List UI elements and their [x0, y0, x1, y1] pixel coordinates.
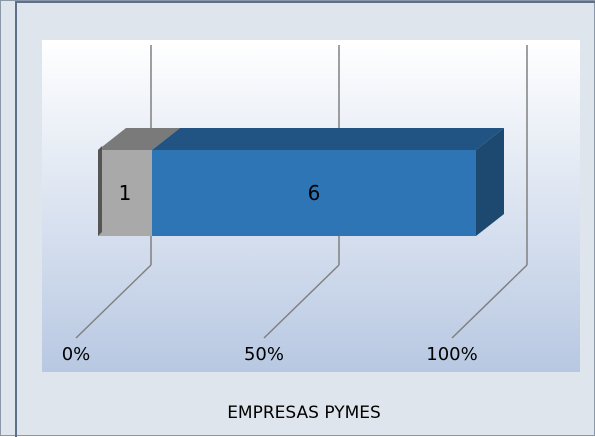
bar-edge-shadow — [98, 146, 102, 236]
bar-front-face — [152, 150, 476, 236]
bar-side-face — [476, 128, 504, 236]
bar-top-face — [152, 128, 504, 150]
bar-segment: 1 — [98, 128, 180, 236]
floor-gridline — [75, 264, 152, 339]
floor-gridline — [263, 264, 340, 339]
bar-top-face — [98, 128, 180, 150]
bar-front-face — [98, 150, 152, 236]
x-tick-label: 0% — [62, 344, 91, 365]
x-axis-title: EMPRESAS PYMES — [227, 403, 381, 423]
data-label: 1 — [119, 181, 132, 205]
x-tick-label: 50% — [244, 344, 284, 365]
floor-gridline — [451, 264, 528, 339]
tick-labels: 0% 50% 100% — [62, 344, 478, 365]
x-tick-label: 100% — [426, 344, 477, 365]
data-label: 6 — [308, 181, 321, 205]
bar-segment: 6 — [152, 128, 504, 236]
chart-inner-edge — [15, 1, 595, 437]
